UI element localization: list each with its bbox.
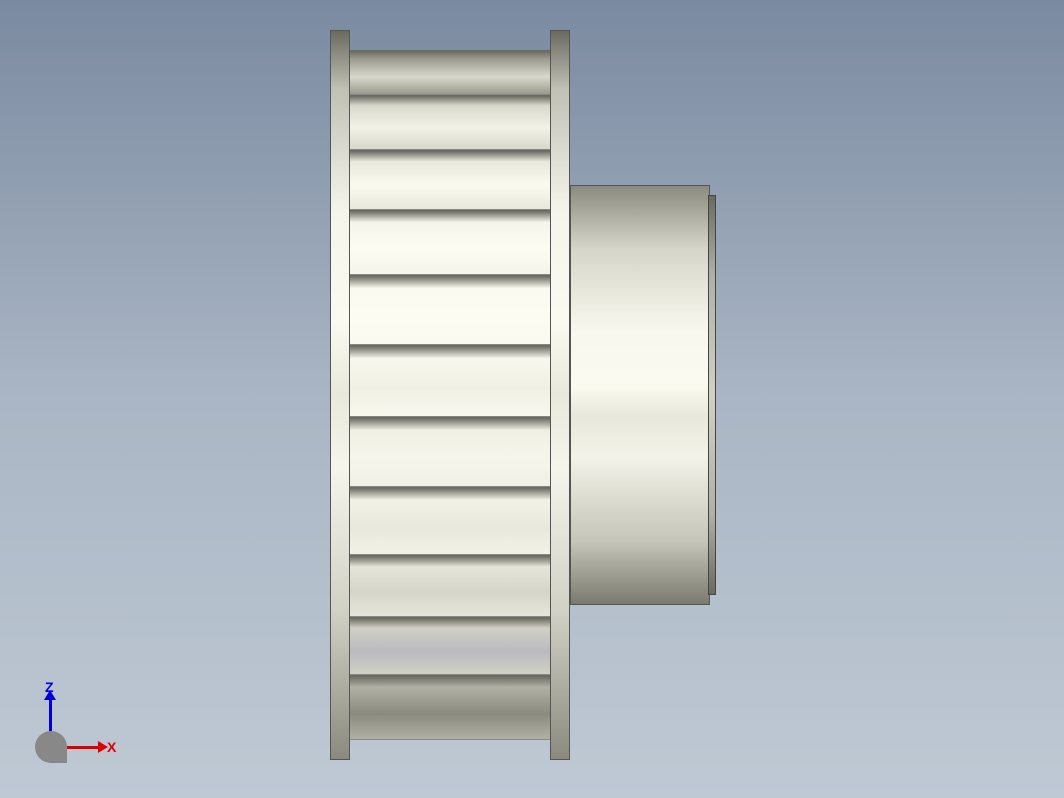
pulley-model[interactable]: [320, 30, 720, 760]
cad-viewport[interactable]: X Z: [0, 0, 1064, 798]
pulley-tooth: [350, 345, 550, 417]
pulley-tooth: [350, 555, 550, 617]
pulley-tooth: [350, 675, 550, 740]
pulley-tooth: [350, 275, 550, 345]
pulley-tooth: [350, 95, 550, 150]
triad-origin: [35, 731, 67, 763]
pulley-tooth: [350, 50, 550, 95]
axis-label-z: Z: [45, 679, 54, 695]
pulley-tooth: [350, 617, 550, 675]
pulley-teeth: [350, 50, 550, 740]
pulley-flange-left: [330, 30, 350, 760]
pulley-tooth: [350, 150, 550, 210]
axis-label-x: X: [107, 739, 116, 755]
pulley-hub: [570, 185, 710, 605]
pulley-tooth: [350, 210, 550, 275]
pulley-flange-right: [550, 30, 570, 760]
pulley-tooth: [350, 487, 550, 555]
coordinate-triad[interactable]: X Z: [25, 683, 115, 773]
pulley-tooth: [350, 417, 550, 487]
pulley-hub-endface: [708, 195, 716, 595]
